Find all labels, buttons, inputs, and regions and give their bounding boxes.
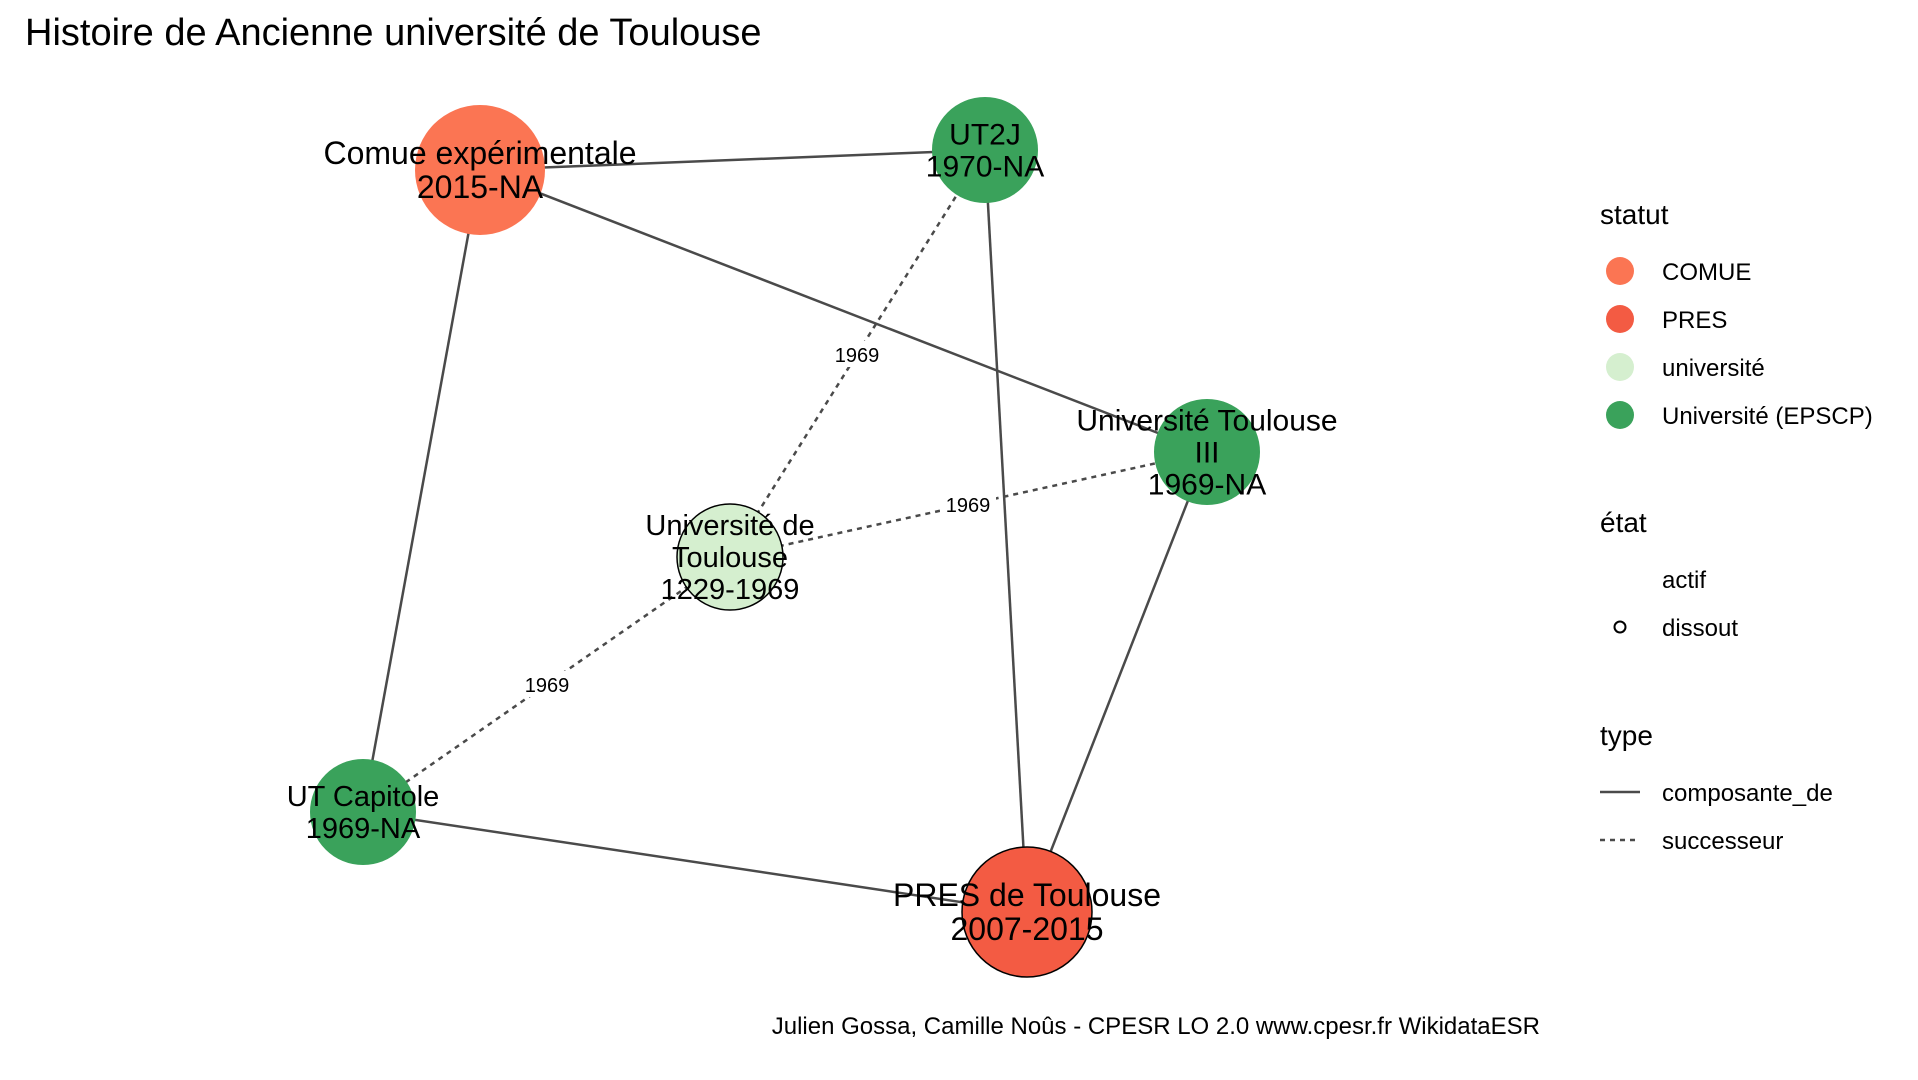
legend-swatch-universite <box>1606 353 1634 381</box>
edge-comue-utc <box>361 169 482 813</box>
node-label-line: PRES de Toulouse <box>893 877 1161 913</box>
node-label-line: 2015-NA <box>417 169 544 205</box>
legend: statut COMUE PRES université Université … <box>1600 199 1873 855</box>
node-label-line: 1969-NA <box>306 813 421 845</box>
node-label-line: III <box>1194 437 1219 470</box>
node-label-line: 2007-2015 <box>950 911 1103 947</box>
edge-ut2j-pres <box>983 149 1029 913</box>
node-label-ut3: Université Toulouse III 1969-NA <box>1076 405 1337 502</box>
legend-swatch-epscp <box>1606 401 1634 429</box>
edges-layer <box>361 148 1209 914</box>
edge-label-bg <box>940 491 996 517</box>
node-label-line: 1969-NA <box>1148 469 1266 502</box>
legend-etat: état actif dissout <box>1600 507 1738 642</box>
caption: Julien Gossa, Camille Noûs - CPESR LO 2.… <box>772 1013 1540 1040</box>
node-label-comue: Comue expérimentale 2015-NA <box>323 135 636 205</box>
node-label-line: UT Capitole <box>287 781 440 813</box>
edge-label-bg <box>829 341 885 367</box>
node-utc <box>310 759 416 865</box>
node-labels-layer: Comue expérimentale 2015-NA UT2J 1970-NA Uni… <box>287 119 1338 948</box>
node-ut3 <box>1154 399 1260 505</box>
legend-type: type composante_de successeur <box>1600 720 1833 855</box>
legend-swatch-comue <box>1606 257 1634 285</box>
node-udt <box>676 503 784 611</box>
legend-label-pres: PRES <box>1662 307 1727 334</box>
edge-label: 1969 <box>525 675 570 697</box>
node-label-utc: UT Capitole 1969-NA <box>287 781 440 845</box>
edge-ut3-pres <box>1025 451 1209 913</box>
legend-type-title: type <box>1600 720 1653 751</box>
edge-label: 1969 <box>835 345 880 367</box>
nodes-layer <box>310 97 1260 978</box>
legend-swatch-pres <box>1606 305 1634 333</box>
node-label-line: Université Toulouse <box>1076 405 1337 438</box>
legend-label-actif: actif <box>1662 567 1706 594</box>
node-label-udt: Université de Toulouse 1229-1969 <box>645 510 814 606</box>
legend-statut-title: statut <box>1600 199 1669 230</box>
edge-label-bg <box>519 671 575 697</box>
legend-label-comue: COMUE <box>1662 259 1751 286</box>
legend-label-successeur: successeur <box>1662 828 1783 855</box>
edge-comue-ut2j <box>479 148 986 172</box>
node-ut2j <box>932 97 1038 203</box>
edge-utc-pres <box>362 810 1028 914</box>
edge-labels-layer: 1969 1969 1969 <box>519 341 996 697</box>
legend-statut: statut COMUE PRES université Université … <box>1600 199 1873 430</box>
legend-label-universite: université <box>1662 355 1765 382</box>
node-label-pres: PRES de Toulouse 2007-2015 <box>893 877 1161 947</box>
node-label-ut2j: UT2J 1970-NA <box>926 119 1044 184</box>
legend-etat-title: état <box>1600 507 1647 538</box>
edge-label: 1969 <box>946 495 991 517</box>
legend-label-epscp: Université (EPSCP) <box>1662 403 1873 430</box>
node-label-line: Comue expérimentale <box>323 135 636 171</box>
legend-swatch-dissout <box>1613 620 1627 634</box>
node-comue <box>415 105 545 235</box>
node-label-line: 1970-NA <box>926 151 1044 184</box>
node-label-line: UT2J <box>949 119 1021 152</box>
node-label-line: Université de <box>645 510 814 542</box>
edge-comue-ut3 <box>479 168 1208 454</box>
chart-title: Histoire de Ancienne université de Toulo… <box>25 12 762 54</box>
legend-label-dissout: dissout <box>1662 615 1738 642</box>
node-label-line: Toulouse <box>672 542 788 574</box>
node-label-line: 1229-1969 <box>661 574 800 606</box>
node-pres <box>961 846 1093 978</box>
legend-label-composante: composante_de <box>1662 780 1833 807</box>
